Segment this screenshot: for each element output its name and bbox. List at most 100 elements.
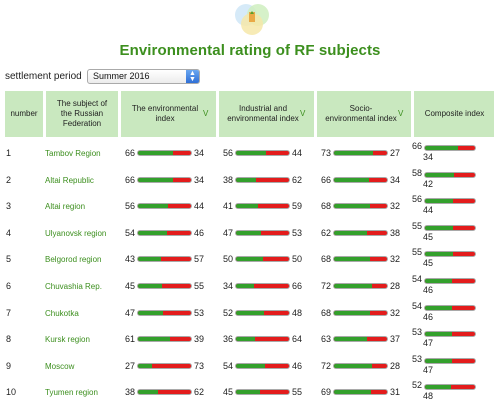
bar-green-segment — [425, 279, 452, 283]
env-index-bar — [137, 256, 192, 263]
ind-green-value: 34 — [223, 281, 234, 291]
bar-green-segment — [138, 257, 161, 262]
bar-green-segment — [425, 172, 454, 177]
bar-green-segment — [138, 151, 173, 155]
ind-green-value: 52 — [223, 307, 234, 318]
composite-index-bar — [424, 384, 476, 391]
period-select[interactable]: Summer 2016 ▲ ▼ — [87, 69, 200, 84]
region-link[interactable]: Altai Republic — [45, 175, 94, 185]
region-link[interactable]: Belgorod region — [45, 255, 102, 265]
ind-index-bar — [235, 176, 290, 183]
region-link[interactable]: Altai region — [45, 202, 86, 212]
env-red-value: 34 — [194, 174, 205, 185]
venn-logo-icon — [235, 4, 269, 35]
soc-red-value: 32 — [390, 254, 401, 265]
ind-green-value: 36 — [223, 334, 234, 345]
row-number: 7 — [6, 307, 12, 318]
soc-red-value: 32 — [390, 307, 401, 318]
soc-red-value: 28 — [390, 281, 401, 291]
bar-green-segment — [334, 151, 373, 155]
bar-green-segment — [425, 225, 453, 230]
bar-green-segment — [236, 337, 256, 342]
env-red-value: 34 — [194, 148, 205, 158]
region-link[interactable]: Kursk region — [45, 335, 90, 345]
row-number: 8 — [6, 334, 12, 345]
settlement-period-label: settlement period — [5, 71, 82, 82]
ind-green-value: 41 — [223, 201, 234, 212]
env-green-value: 38 — [125, 387, 136, 398]
soc-index-bar — [333, 362, 388, 369]
soc-green-value: 68 — [321, 201, 332, 212]
bar-green-segment — [334, 337, 368, 342]
region-link[interactable]: Tyumen region — [45, 388, 98, 398]
env-red-value: 44 — [194, 201, 205, 212]
bar-green-segment — [334, 204, 371, 209]
sort-arrow-icon[interactable]: V — [300, 109, 306, 118]
ind-green-value: 38 — [223, 174, 234, 185]
composite-green-value: 66 — [412, 141, 423, 151]
bar-green-segment — [236, 230, 261, 235]
header-industrial-index[interactable]: Industrial and environmental index — [221, 91, 305, 137]
soc-green-value: 62 — [321, 227, 332, 238]
header-composite-index[interactable]: Composite index — [424, 109, 485, 118]
row-number: 5 — [6, 254, 12, 265]
row-number: 4 — [6, 227, 12, 238]
table-row: 7 Chukotka 47 53 52 48 68 32 54 46 — [5, 297, 494, 323]
row-number: 3 — [6, 201, 12, 212]
composite-index-bar — [424, 198, 476, 205]
soc-index-bar — [333, 176, 388, 183]
header-number[interactable]: number — [10, 109, 38, 118]
soc-index-bar — [333, 309, 388, 316]
ind-green-value: 54 — [223, 360, 234, 371]
region-link[interactable]: Chukotka — [45, 308, 79, 318]
sort-arrow-icon[interactable]: V — [203, 109, 209, 118]
ind-red-value: 62 — [292, 174, 303, 185]
ind-index-bar — [235, 283, 290, 289]
composite-green-value: 53 — [412, 327, 423, 338]
env-red-value: 62 — [194, 387, 205, 398]
env-red-value: 53 — [194, 307, 205, 318]
bar-green-segment — [236, 257, 263, 262]
ind-red-value: 48 — [292, 307, 303, 318]
ind-red-value: 50 — [292, 254, 303, 265]
table-row: 3 Altai region 56 44 41 59 68 32 56 44 — [5, 190, 494, 216]
sort-arrow-icon[interactable]: V — [398, 109, 404, 118]
header-subject[interactable]: The subject of the Russian Federation — [56, 99, 108, 128]
region-link[interactable]: Moscow — [45, 361, 75, 371]
region-link[interactable]: Chuvashia Rep. — [45, 282, 102, 291]
table-header: number The subject of the Russian Federa… — [5, 91, 494, 137]
env-index-bar — [137, 362, 192, 369]
env-index-bar — [137, 176, 192, 183]
region-link[interactable]: Tambov Region — [45, 149, 101, 158]
soc-green-value: 68 — [321, 254, 332, 265]
composite-red-value: 42 — [423, 178, 434, 189]
bar-green-segment — [334, 257, 371, 262]
header-industrial-label: Industrial and environmental index — [227, 104, 299, 123]
composite-red-value: 45 — [423, 258, 434, 269]
composite-green-value: 54 — [412, 274, 423, 284]
bar-green-segment — [425, 332, 452, 337]
row-number: 10 — [6, 387, 17, 398]
ind-green-value: 45 — [223, 387, 234, 398]
bar-green-segment — [334, 284, 373, 288]
region-link[interactable]: Ulyanovsk region — [45, 228, 107, 238]
header-environmental-index[interactable]: The environmental index — [123, 91, 207, 137]
soc-red-value: 28 — [390, 360, 401, 371]
env-green-value: 47 — [125, 307, 136, 318]
composite-red-value: 34 — [423, 152, 434, 162]
bar-green-segment — [236, 363, 265, 368]
composite-index-bar — [424, 224, 476, 231]
composite-index-bar — [424, 331, 476, 338]
env-index-bar — [137, 309, 192, 316]
composite-red-value: 44 — [423, 205, 434, 216]
header-socio-index[interactable]: Socio-environmental index — [319, 91, 403, 137]
bar-green-segment — [236, 177, 257, 182]
env-red-value: 57 — [194, 254, 205, 265]
soc-index-bar — [333, 389, 388, 396]
bar-green-segment — [425, 385, 451, 390]
composite-green-value: 55 — [412, 247, 423, 258]
composite-green-value: 58 — [412, 167, 423, 178]
soc-green-value: 63 — [321, 334, 332, 345]
row-number: 1 — [6, 148, 12, 158]
bar-green-segment — [425, 252, 453, 257]
